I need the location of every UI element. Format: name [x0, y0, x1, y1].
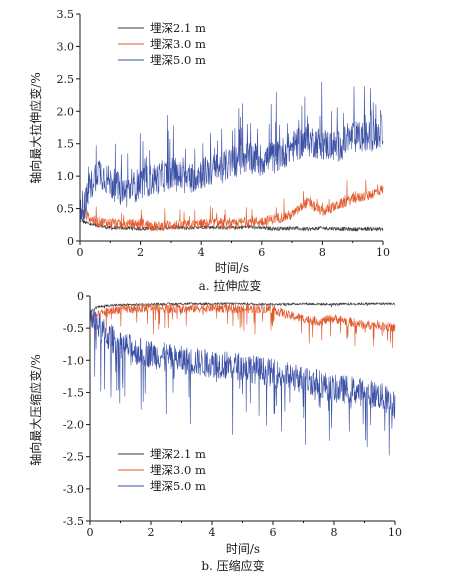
x-tick-label: 2: [148, 526, 155, 539]
legend-label: 埋深2.1 m: [150, 21, 206, 35]
y-tick-label: 1.5: [57, 138, 75, 151]
y-tick-label: 1.0: [57, 170, 75, 183]
x-tick-label: 10: [388, 526, 402, 539]
x-tick-label: 8: [331, 526, 338, 539]
x-tick-label: 0: [87, 526, 94, 539]
y-tick-label: -3.0: [63, 483, 84, 496]
y-tick-label: 2.5: [57, 73, 75, 86]
y-axis-title: 轴向最大拉伸应变/%: [28, 72, 43, 183]
y-tick-label: 2.0: [57, 105, 75, 118]
y-tick-label: -3.5: [63, 515, 84, 528]
tensile-strain-chart: 0 2 4 6 8 10 0 0.5 1.0 1.5 2.0 2.5 3.0 3.5 时间/s 轴向最大拉伸应…: [28, 8, 390, 293]
panel-caption: a. 拉伸应变: [199, 278, 262, 293]
series-line-1: [89, 302, 396, 314]
x-axis-title: 时间/s: [215, 261, 249, 275]
y-tick-label: 0: [67, 235, 74, 248]
legend-label: 埋深3.0 m: [150, 463, 206, 477]
y-tick-label: 3.0: [57, 40, 75, 53]
x-tick-label: 4: [209, 526, 216, 539]
series-line-3: [89, 308, 396, 456]
panel-caption: b. 压缩应变: [201, 558, 264, 573]
legend: 埋深2.1 m 埋深3.0 m 埋深5.0 m: [118, 21, 206, 67]
legend-label: 埋深3.0 m: [150, 37, 206, 51]
y-tick-label: -2.0: [63, 419, 84, 432]
x-tick-label: 0: [77, 246, 84, 259]
x-tick-label: 2: [137, 246, 144, 259]
x-tick-label: 6: [258, 246, 265, 259]
x-tick-label: 10: [376, 246, 390, 259]
compressive-strain-chart: 0 2 4 6 8 10 0 -0.5 -1.0 -1.5 -2.0 -2.5 -3.0 -3.5 时间/s…: [28, 290, 402, 573]
y-tick-label: 0.5: [57, 203, 75, 216]
legend-label: 埋深5.0 m: [150, 479, 206, 493]
y-tick-label: -0.5: [63, 322, 84, 335]
series-line-2: [79, 179, 384, 232]
series-line-3: [79, 81, 384, 222]
legend: 埋深2.1 m 埋深3.0 m 埋深5.0 m: [118, 447, 206, 493]
x-axis-title: 时间/s: [226, 542, 260, 556]
y-tick-label: 3.5: [57, 8, 75, 21]
legend-label: 埋深2.1 m: [150, 447, 206, 461]
series-line-2: [89, 303, 396, 349]
y-axis-title: 轴向最大压缩应变/%: [28, 354, 43, 465]
x-tick-label: 6: [270, 526, 277, 539]
y-tick-label: -1.5: [63, 386, 84, 399]
x-tick-label: 4: [198, 246, 205, 259]
y-tick-label: 0: [77, 290, 84, 303]
legend-label: 埋深5.0 m: [150, 53, 206, 67]
x-tick-label: 8: [319, 246, 326, 259]
y-tick-label: -1.0: [63, 354, 84, 367]
y-tick-label: -2.5: [63, 451, 84, 464]
